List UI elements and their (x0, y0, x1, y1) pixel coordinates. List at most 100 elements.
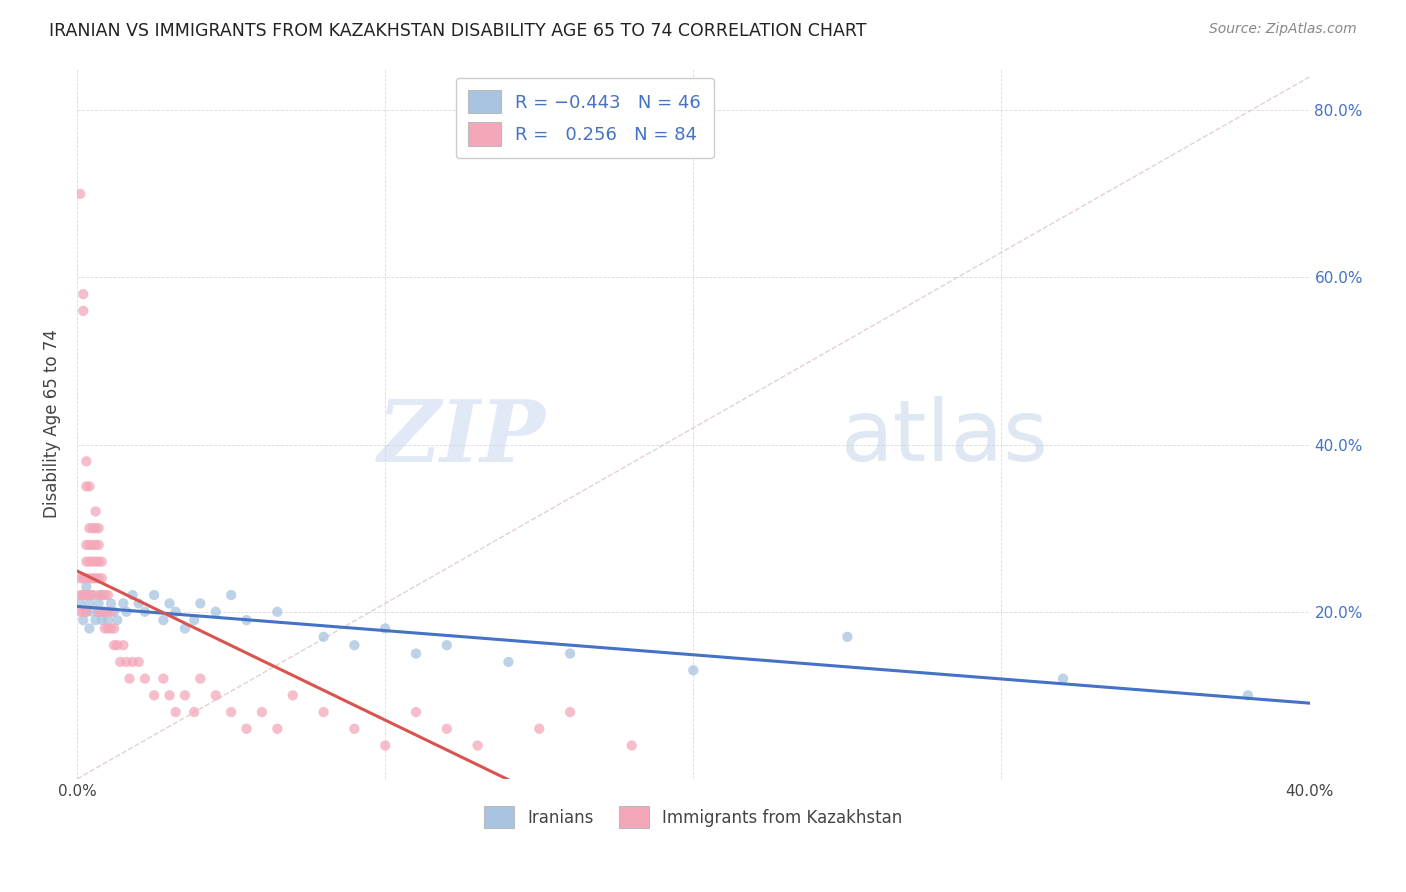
Point (87, 555, 110, 569)
Point (112, 596, 135, 610)
Text: atlas: atlas (841, 396, 1049, 479)
Point (105, 613, 128, 627)
Point (90, 613, 112, 627)
Point (165, 705, 187, 719)
Point (183, 613, 205, 627)
Point (82, 588, 104, 602)
Point (82, 538, 104, 552)
Point (82, 555, 104, 569)
Point (128, 655, 150, 669)
Point (374, 739, 396, 753)
Point (100, 622, 122, 636)
Point (84, 504, 107, 518)
Point (134, 605, 156, 619)
Point (100, 605, 122, 619)
Point (69, 588, 91, 602)
Point (204, 689, 226, 703)
Point (75, 538, 97, 552)
Point (165, 605, 187, 619)
Point (87, 596, 110, 610)
Point (235, 722, 257, 736)
Point (90, 588, 112, 602)
Point (188, 596, 211, 610)
Point (84, 538, 107, 552)
Point (143, 689, 166, 703)
Point (94, 588, 117, 602)
Point (219, 588, 242, 602)
Point (79, 588, 101, 602)
Point (75, 454, 97, 468)
Point (79, 622, 101, 636)
Point (94, 622, 117, 636)
Point (115, 605, 138, 619)
Point (343, 638, 366, 652)
Point (436, 722, 458, 736)
Point (79, 596, 101, 610)
Point (110, 655, 132, 669)
Point (94, 605, 117, 619)
Point (69, 571, 91, 585)
Point (498, 655, 520, 669)
Point (188, 672, 211, 686)
Point (405, 647, 427, 661)
Point (90, 555, 112, 569)
Point (69, 186, 91, 201)
Point (75, 555, 97, 569)
Point (97, 622, 120, 636)
Point (82, 588, 104, 602)
Point (266, 722, 288, 736)
Point (558, 647, 581, 661)
Point (152, 672, 174, 686)
Point (84, 555, 107, 569)
Point (87, 605, 110, 619)
Point (79, 479, 101, 493)
Point (87, 571, 110, 585)
Point (204, 605, 226, 619)
Point (87, 588, 110, 602)
Point (436, 638, 458, 652)
Point (87, 521, 110, 535)
Point (90, 588, 112, 602)
Point (112, 638, 135, 652)
Point (374, 622, 396, 636)
Point (103, 638, 125, 652)
Point (183, 705, 205, 719)
Point (75, 571, 97, 585)
Point (90, 605, 112, 619)
Point (72, 605, 94, 619)
Point (143, 588, 166, 602)
Y-axis label: Disability Age 65 to 74: Disability Age 65 to 74 (44, 329, 60, 518)
Point (121, 655, 143, 669)
Text: Source: ZipAtlas.com: Source: ZipAtlas.com (1209, 22, 1357, 37)
Point (79, 555, 101, 569)
Point (250, 705, 273, 719)
Point (837, 630, 859, 644)
Text: IRANIAN VS IMMIGRANTS FROM KAZAKHSTAN DISABILITY AGE 65 TO 74 CORRELATION CHART: IRANIAN VS IMMIGRANTS FROM KAZAKHSTAN DI… (49, 22, 866, 40)
Point (103, 605, 125, 619)
Point (75, 605, 97, 619)
Point (467, 739, 489, 753)
Point (105, 638, 128, 652)
Point (118, 672, 141, 686)
Point (312, 630, 335, 644)
Point (69, 605, 91, 619)
Point (115, 655, 138, 669)
Point (72, 571, 94, 585)
Point (97, 613, 120, 627)
Point (174, 689, 197, 703)
Point (100, 596, 122, 610)
Point (312, 705, 335, 719)
Point (84, 571, 107, 585)
Point (620, 739, 643, 753)
Point (174, 622, 197, 636)
Point (159, 596, 181, 610)
Point (281, 689, 304, 703)
Point (94, 605, 117, 619)
Point (128, 596, 150, 610)
Point (97, 605, 120, 619)
Point (529, 722, 551, 736)
Point (1237, 689, 1260, 703)
Point (159, 689, 181, 703)
Point (79, 538, 101, 552)
Point (69, 596, 91, 610)
